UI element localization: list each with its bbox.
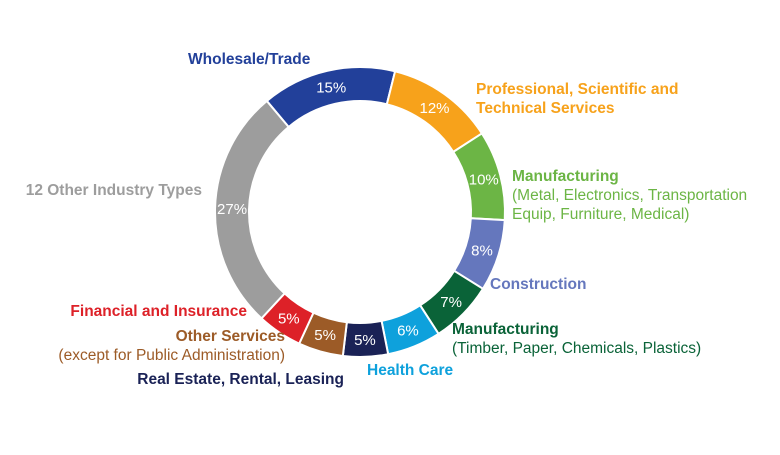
value-label-professional-services: 12%: [419, 100, 449, 117]
category-label-health-care: Health Care: [367, 361, 453, 380]
category-name: Real Estate, Rental, Leasing: [137, 371, 344, 388]
category-name: Other Services: [175, 328, 285, 345]
category-label-professional-services: Professional, Scientific and Technical Se…: [476, 80, 678, 118]
category-sublabel: Equip, Furniture, Medical): [512, 206, 690, 223]
slice-other-industry-types: [214, 99, 291, 320]
category-sublabel: Technical Services: [476, 100, 615, 117]
category-name: Financial and Insurance: [70, 303, 247, 320]
category-name: Wholesale/Trade: [188, 51, 311, 68]
category-name: Manufacturing: [452, 321, 559, 338]
category-label-financial-insurance: Financial and Insurance: [70, 302, 247, 321]
category-sublabel: (except for Public Administration): [58, 347, 285, 364]
value-label-wholesale-trade: 15%: [316, 79, 346, 96]
category-label-real-estate: Real Estate, Rental, Leasing: [137, 370, 344, 389]
slice-wholesale-trade: [265, 66, 397, 129]
value-label-manufacturing-metal: 10%: [469, 171, 499, 188]
value-label-financial-insurance: 5%: [278, 310, 300, 327]
value-label-construction: 8%: [471, 243, 493, 260]
category-name: 12 Other Industry Types: [25, 182, 202, 199]
value-label-health-care: 6%: [397, 323, 419, 340]
category-label-manufacturing-timber: Manufacturing (Timber, Paper, Chemicals, …: [452, 320, 701, 358]
value-label-manufacturing-timber: 7%: [440, 294, 462, 311]
category-name: Health Care: [367, 362, 454, 379]
category-name: Professional, Scientific and: [476, 81, 679, 98]
category-label-manufacturing-metal: Manufacturing (Metal, Electronics, Transp…: [512, 167, 747, 224]
category-sublabel: (Metal, Electronics, Transportation: [512, 187, 748, 204]
category-label-wholesale-trade: Wholesale/Trade: [188, 50, 310, 69]
value-label-other-services: 5%: [314, 327, 336, 344]
value-label-real-estate: 5%: [354, 332, 376, 349]
category-label-construction: Construction: [490, 275, 586, 294]
value-label-other-industry-types: 27%: [217, 201, 247, 218]
category-name: Construction: [490, 276, 587, 293]
category-sublabel: (Timber, Paper, Chemicals, Plastics): [452, 340, 702, 357]
category-name: Manufacturing: [512, 168, 619, 185]
category-label-other-industry-types: 12 Other Industry Types: [26, 181, 202, 200]
category-label-other-services: Other Services (except for Public Adminis…: [58, 327, 285, 365]
